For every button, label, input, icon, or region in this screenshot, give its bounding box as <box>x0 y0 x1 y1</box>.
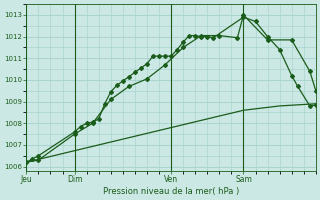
X-axis label: Pression niveau de la mer( hPa ): Pression niveau de la mer( hPa ) <box>103 187 239 196</box>
